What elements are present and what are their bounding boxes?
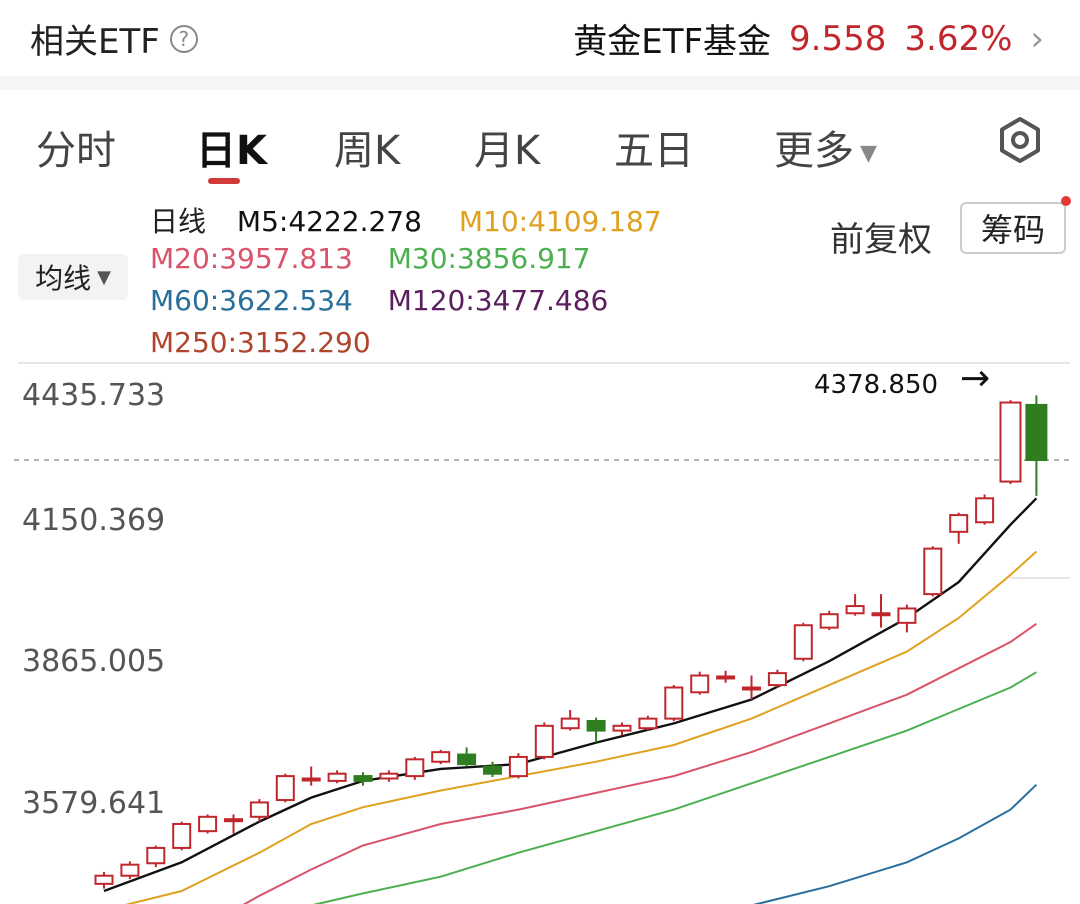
tab-weekly-k[interactable]: 周K <box>334 128 401 174</box>
legend-row-1: 日线 M5:4222.278 M10:4109.187 <box>150 200 662 240</box>
candle-body <box>975 497 995 524</box>
ma-toggle[interactable]: 均线 ▼ <box>18 254 128 300</box>
chevron-right-icon[interactable]: › <box>1030 18 1044 59</box>
y-tick-label: 3579.641 <box>22 786 166 821</box>
candle-body <box>586 720 606 732</box>
candle-body <box>923 547 943 596</box>
candle-body <box>793 624 813 660</box>
period-tabs: 分时 日K 周K 月K 五日 更多 ▼ <box>0 100 1080 196</box>
candle-body <box>120 863 140 877</box>
ma-toggle-label: 均线 <box>35 262 92 295</box>
ma-line-m30 <box>312 671 1037 904</box>
candle-body <box>949 514 969 533</box>
legend-m30: M30:3856.917 <box>387 242 591 275</box>
top-bar: 相关ETF ? 黄金ETF基金 9.558 3.62% › <box>0 0 1080 76</box>
candle-body <box>172 822 192 849</box>
candle-body <box>612 724 632 732</box>
candle-body <box>767 672 787 687</box>
candle-body <box>638 717 658 730</box>
candle-body <box>560 717 580 730</box>
legend-m20: M20:3957.813 <box>150 242 353 275</box>
tab-intraday[interactable]: 分时 <box>36 128 116 174</box>
candle-body <box>94 874 114 885</box>
settings-gear-icon[interactable] <box>996 116 1044 164</box>
notification-dot <box>1061 196 1071 206</box>
divider <box>0 76 1080 90</box>
candle-body <box>483 765 502 775</box>
candle-body <box>897 607 917 624</box>
tab-more-label: 更多 <box>774 128 854 174</box>
tab-daily-k[interactable]: 日K <box>196 128 267 174</box>
legend-row-4: M250:3152.290 <box>150 326 371 359</box>
arrow-right-icon: → <box>960 358 991 399</box>
legend-m120: M120:3477.486 <box>387 284 609 317</box>
candle-body <box>742 686 761 691</box>
candle-body <box>301 777 321 782</box>
legend-row-2: M20:3957.813 M30:3856.917 <box>150 242 591 275</box>
candle-body <box>431 751 451 763</box>
ma-line-m10 <box>124 550 1038 904</box>
kline-chart[interactable] <box>0 360 1080 904</box>
candle-body <box>353 775 373 782</box>
tab-five-day[interactable]: 五日 <box>614 128 694 174</box>
y-tick-label: 4150.369 <box>22 503 166 538</box>
candle-body <box>690 674 710 694</box>
candle-body <box>327 772 347 782</box>
caret-down-icon: ▼ <box>97 266 111 288</box>
price-adjust-option[interactable]: 前复权 <box>830 220 932 260</box>
section-title: 相关ETF <box>30 22 160 62</box>
fund-quote[interactable]: 黄金ETF基金 9.558 3.62% › <box>573 14 1044 63</box>
candle-body <box>664 686 684 720</box>
candle-body <box>716 675 736 680</box>
candle-body <box>1025 403 1048 462</box>
ma-line-m5 <box>103 497 1038 893</box>
fund-change: 3.62% <box>904 18 1013 59</box>
tab-more[interactable]: 更多 ▼ <box>774 118 877 176</box>
y-tick-label: 3865.005 <box>22 644 166 679</box>
candle-body <box>379 772 399 780</box>
tab-monthly-k[interactable]: 月K <box>474 128 541 174</box>
candle-body <box>845 605 865 615</box>
candle-body <box>457 753 477 766</box>
legend-m5: M5:4222.278 <box>236 205 422 238</box>
candle-body <box>249 801 269 818</box>
fund-name[interactable]: 黄金ETF基金 <box>573 22 772 62</box>
candle-body <box>146 846 166 865</box>
candle-body <box>871 612 891 617</box>
active-tab-indicator <box>208 178 240 184</box>
candle-body <box>275 775 295 802</box>
candle-body <box>819 613 839 629</box>
legend-m250: M250:3152.290 <box>150 326 371 359</box>
candle-body <box>198 815 218 833</box>
legend-m10: M10:4109.187 <box>458 205 662 238</box>
help-icon[interactable]: ? <box>169 24 198 53</box>
y-tick-label: 4435.733 <box>22 378 166 413</box>
legend-row-3: M60:3622.534 M120:3477.486 <box>150 284 608 317</box>
header-left: 相关ETF ? <box>30 14 198 63</box>
ma-line-m60 <box>752 783 1038 904</box>
candle-body <box>508 755 528 778</box>
high-price-annotation: 4378.850 <box>814 370 939 400</box>
candle-body <box>534 724 554 758</box>
fund-price: 9.558 <box>789 18 887 59</box>
legend-period: 日线 <box>150 205 207 238</box>
candle-body <box>224 818 243 823</box>
candle-body <box>999 401 1022 483</box>
ma-line-m20 <box>242 622 1037 904</box>
legend-m60: M60:3622.534 <box>150 284 353 317</box>
candle-body <box>405 758 425 778</box>
caret-down-icon: ▼ <box>860 140 877 166</box>
chip-distribution-button[interactable]: 筹码 <box>960 202 1066 254</box>
